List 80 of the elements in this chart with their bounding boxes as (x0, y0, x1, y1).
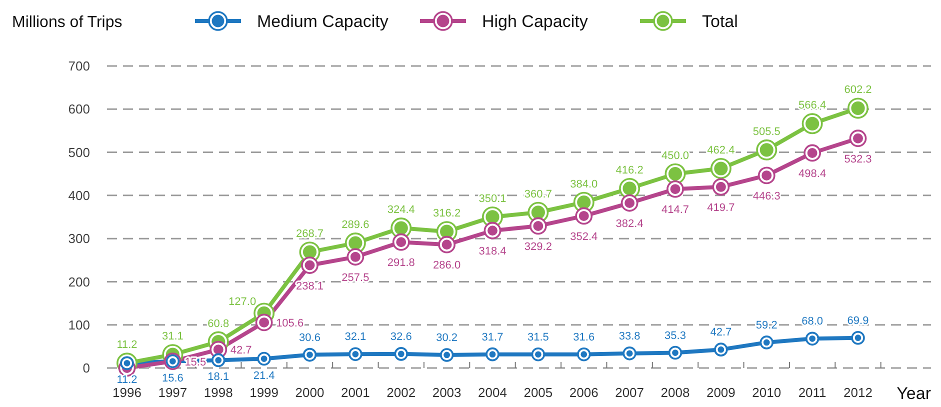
data-label: 324.4 (387, 204, 415, 216)
x-tick-label: 2002 (386, 385, 416, 400)
data-label: 33.8 (618, 330, 640, 342)
data-label: 414.7 (661, 204, 690, 216)
data-label: 566.4 (798, 100, 826, 112)
x-tick-label: 2000 (295, 385, 324, 400)
y-tick-label: 200 (68, 274, 90, 290)
x-tick-label: 2008 (660, 385, 690, 400)
data-label: 329.2 (524, 240, 552, 253)
data-label: 382.4 (616, 218, 644, 230)
y-tick-label: 0 (82, 360, 90, 376)
data-label: 35.3 (664, 330, 686, 342)
data-label: 352.4 (570, 230, 598, 243)
data-label: 238.1 (296, 280, 324, 292)
x-tick-label: 2011 (798, 385, 826, 400)
x-tick-label: 2009 (706, 385, 736, 400)
data-label: 505.5 (752, 126, 780, 138)
data-label: 31.7 (482, 331, 504, 344)
data-label: 105.6 (276, 317, 304, 330)
data-label: 32.6 (390, 330, 412, 343)
x-tick-label: 2003 (432, 385, 462, 400)
data-label: 602.2 (844, 84, 872, 96)
x-tick-label: 2007 (615, 385, 644, 400)
data-label: 316.2 (433, 208, 461, 220)
legend-label: High Capacity (482, 12, 588, 31)
x-tick-label: 2006 (569, 385, 598, 400)
data-label: 462.4 (707, 144, 735, 157)
data-label: 419.7 (707, 202, 735, 214)
x-axis-title: Year (896, 384, 932, 403)
x-tick-label: 2004 (478, 385, 507, 400)
data-label: 60.8 (208, 318, 230, 330)
data-label: 30.2 (436, 332, 458, 344)
data-label: 42.7 (230, 344, 252, 357)
data-label: 416.2 (616, 164, 644, 176)
data-label: 31.1 (162, 330, 184, 343)
x-tick-label: 2010 (752, 385, 782, 400)
y-tick-label: 500 (68, 144, 90, 160)
data-label: 286.0 (433, 260, 461, 272)
data-label: 257.5 (342, 272, 370, 284)
data-label: 450.0 (661, 150, 690, 162)
data-label: 11.2 (116, 339, 138, 352)
y-tick-label: 400 (68, 188, 90, 203)
data-label: 127.0 (228, 296, 256, 308)
data-label: 291.8 (387, 257, 415, 270)
data-label: 384.0 (570, 178, 598, 190)
data-label: 498.4 (798, 168, 826, 180)
data-label: 68.0 (802, 316, 824, 328)
y-tick-label: 100 (68, 317, 90, 332)
x-tick-label: 1996 (112, 385, 142, 400)
y-tick-label: 700 (68, 58, 90, 74)
data-label: 11.2 (116, 374, 138, 386)
data-label: 32.1 (344, 331, 366, 344)
x-tick-label: 2005 (524, 385, 553, 400)
data-label: 532.3 (844, 153, 872, 166)
y-axis-title: Millions of Trips (12, 14, 122, 31)
x-tick-label: 2012 (844, 385, 872, 400)
x-tick-label: 2001 (340, 385, 370, 400)
x-tick-label: 1998 (204, 385, 233, 400)
data-label: 15.5 (184, 356, 206, 368)
data-label: 360.7 (524, 188, 552, 200)
data-label: 350.1 (478, 192, 506, 205)
data-label: 318.4 (478, 246, 506, 258)
x-tick-label: 1997 (158, 385, 188, 400)
data-label: 21.4 (253, 370, 275, 382)
legend-label: Medium Capacity (257, 12, 389, 31)
data-label: 69.9 (847, 314, 869, 327)
data-label: 31.6 (573, 331, 595, 344)
data-label: 30.6 (299, 332, 320, 344)
data-label: 268.7 (296, 228, 324, 240)
x-tick-label: 1999 (250, 385, 279, 400)
data-label: 446.3 (752, 190, 780, 202)
data-label: 289.6 (342, 219, 370, 232)
data-label: 18.1 (208, 371, 230, 384)
data-label: 59.2 (756, 319, 778, 332)
data-label: 42.7 (710, 326, 732, 339)
y-tick-label: 600 (68, 102, 90, 117)
data-label: 15.6 (162, 372, 184, 384)
data-label: 31.5 (527, 331, 549, 344)
y-tick-label: 300 (68, 231, 90, 246)
legend-label: Total (702, 12, 738, 31)
